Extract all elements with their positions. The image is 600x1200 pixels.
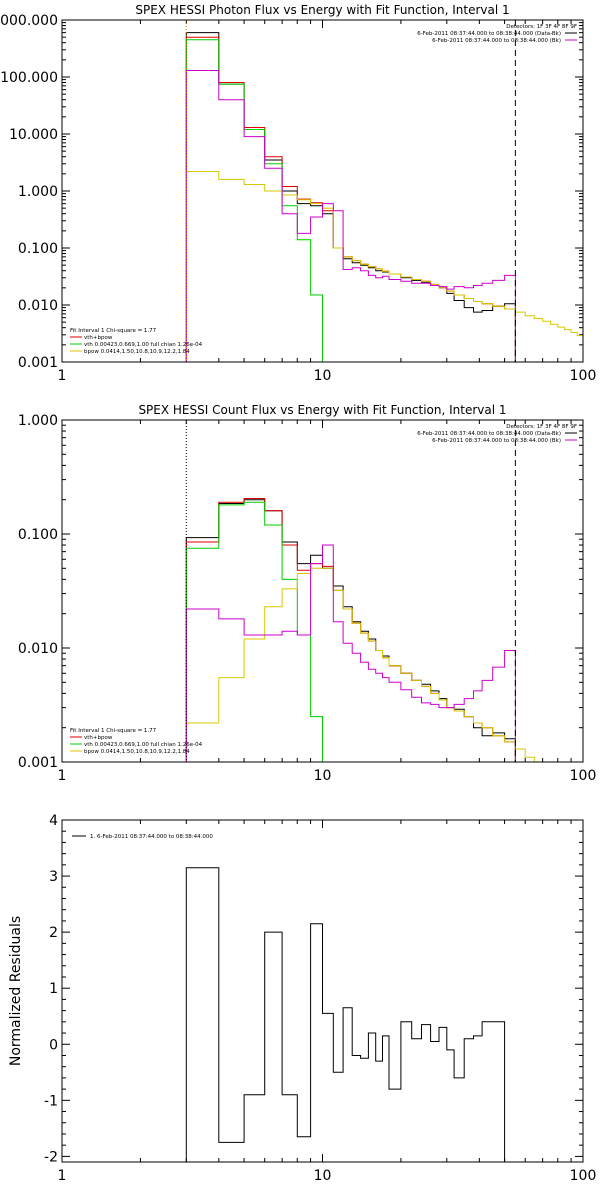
photon-legend-top-2: 6-Feb-2011 08:37:44.000 to 08:38:44.000 …: [432, 38, 561, 44]
residuals-legend-text: 1. 6-Feb-2011 08:37:44.000 to 08:38:44.0…: [90, 834, 213, 840]
photon-legend-top-1: 6-Feb-2011 08:37:44.000 to 08:38:44.000 …: [417, 31, 561, 37]
count-xtick-label: 1: [58, 768, 67, 784]
photon-series-vth: [185, 39, 334, 362]
residuals-ytick-label: 0: [49, 1037, 58, 1053]
count-panel: SPEX HESSI Count Flux vs Energy with Fit…: [18, 403, 596, 784]
photon-ytick-label: 1.000: [18, 184, 58, 200]
photon-ytick-label: 0.010: [18, 298, 58, 314]
count-legend-bottom-0: Fit Interval 1 Chi-square = 1.77: [70, 728, 157, 734]
count-series-total: [185, 498, 516, 762]
residuals-series-residuals: [185, 867, 516, 1162]
photon-ytick-label: 0.100: [18, 241, 58, 257]
residuals-series-group: [185, 867, 516, 1162]
count-series-data: [185, 499, 516, 762]
count-series-vth: [185, 501, 323, 762]
photon-series-group: [185, 32, 583, 362]
count-ytick-label: 1.000: [18, 413, 58, 429]
count-frame: [61, 419, 584, 763]
count-legend-top-2: 6-Feb-2011 08:37:44.000 to 08:38:44.000 …: [432, 438, 561, 444]
count-ytick-label: 0.100: [18, 527, 58, 543]
count-series-bpow: [185, 567, 551, 762]
count-legend-bottom-1: vth+bpow: [84, 735, 113, 741]
residuals-xtick-label: 1: [58, 1168, 67, 1184]
residuals-ytick-label: 2: [49, 925, 58, 941]
photon-legend-bottom-2: vth 0.00423,0.669,1.00 full chian 1.26e-…: [84, 342, 203, 348]
count-ytick-label: 0.001: [18, 755, 58, 771]
photon-ytick-label: 10.000: [9, 127, 58, 143]
count-series-bk: [185, 544, 516, 762]
photon-series-total: [185, 36, 516, 362]
photon-xtick-label: 1: [58, 368, 67, 384]
count-legend-bottom-3: bpow 0.0414,1.50,10.8,10.9,12.2,1.84: [84, 749, 190, 755]
residuals-ytick-label: 4: [49, 813, 58, 829]
residuals-ylabel: Normalized Residuals: [8, 916, 24, 1066]
photon-legend-bottom-1: vth+bpow: [84, 335, 113, 341]
photon-panel: SPEX HESSI Photon Flux vs Energy with Fi…: [0, 3, 596, 384]
count-legend-top-1: 6-Feb-2011 08:37:44.000 to 08:38:44.000 …: [417, 431, 561, 437]
residuals-ytick-label: 1: [49, 981, 58, 997]
count-title: SPEX HESSI Count Flux vs Energy with Fit…: [138, 403, 506, 417]
residuals-panel: Normalized Residuals 1 10 100 -2 -1 0 1 2 3 4 1. 6-…: [8, 813, 596, 1184]
residuals-ytick-label: 3: [49, 869, 58, 885]
photon-ytick-label: 0.001: [18, 355, 58, 371]
residuals-xtick-label: 10: [314, 1168, 332, 1184]
count-ytick-label: 0.010: [18, 641, 58, 657]
photon-title: SPEX HESSI Photon Flux vs Energy with Fi…: [135, 3, 509, 17]
residuals-xtick-label: 100: [570, 1168, 597, 1184]
count-series-group: [185, 498, 551, 762]
photon-ytick-label: 100.000: [0, 70, 58, 86]
count-xtick-label: 10: [314, 768, 332, 784]
photon-legend-bottom-0: Fit Interval 1 Chi-square = 1.77: [70, 328, 157, 334]
photon-xtick-label: 10: [314, 368, 332, 384]
residuals-ytick-label: -2: [44, 1149, 58, 1165]
count-legend-top-0: Detectors: 1F 3F 4F 8F 9F: [506, 424, 577, 430]
count-xtick-label: 100: [570, 768, 597, 784]
count-legend-bottom-2: vth 0.00423,0.669,1.00 full chian 1.26e-…: [84, 742, 203, 748]
photon-legend-bottom-3: bpow 0.0414,1.50,10.8,10.9,12.2,1.84: [84, 349, 190, 355]
photon-frame: [61, 19, 584, 363]
photon-series-bpow: [185, 171, 583, 362]
residuals-frame: [61, 819, 584, 1163]
photon-legend-top-0: Detectors: 1F 3F 4F 8F 9F: [506, 24, 577, 30]
residuals-ytick-label: -1: [44, 1093, 58, 1109]
photon-xtick-label: 100: [570, 368, 597, 384]
photon-series-bk: [185, 70, 516, 362]
